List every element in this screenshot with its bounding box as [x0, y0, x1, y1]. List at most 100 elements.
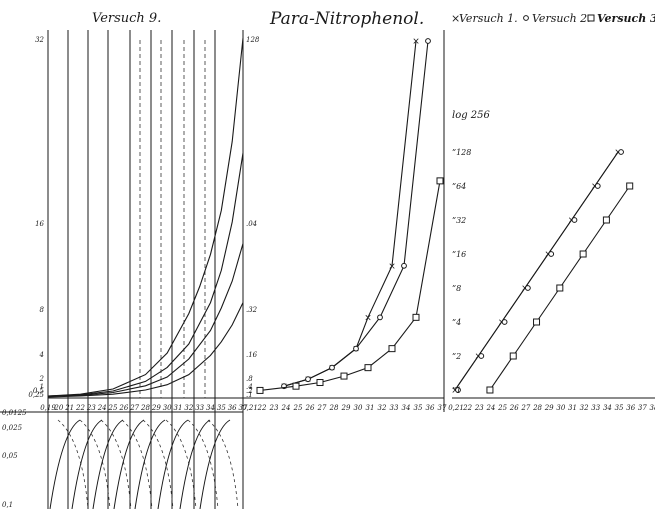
- middle-x-tick: 26: [305, 404, 315, 412]
- right-marker-square: [579, 250, 587, 258]
- right-y-tick: ”4: [452, 318, 461, 327]
- right-ylabel: log 256: [452, 110, 491, 121]
- left-y-tick: 16: [35, 220, 44, 228]
- middle-marker-square: [364, 364, 372, 372]
- left-x-tick: 24: [97, 404, 107, 412]
- left-y-tick: 32: [35, 36, 44, 44]
- middle-x-tick: 30: [354, 404, 363, 412]
- middle-marker-cross: ×: [364, 313, 372, 323]
- left-y-tick: 0,5: [33, 387, 45, 395]
- lower-arc-dashed: [57, 419, 89, 509]
- right-x-tick: 28: [532, 404, 542, 412]
- right-x-tick: 30: [556, 404, 565, 412]
- left-x-tick: 34: [206, 404, 215, 412]
- middle-x-tick: 31: [366, 404, 375, 412]
- lower-arc-solid: [92, 419, 124, 509]
- lower-arc-solid: [179, 419, 211, 509]
- legend-marker-square: [587, 14, 595, 22]
- lower-y-tick: 0,05: [2, 452, 18, 460]
- middle-series-1-line: [283, 40, 417, 387]
- left-y-right-tick: .4: [246, 383, 253, 391]
- left-x-tick: 26: [118, 404, 128, 412]
- right-x-tick: 22: [462, 404, 472, 412]
- legend-label-versuch-1: Versuch 1.: [459, 12, 518, 25]
- left-y-right-tick: .8: [246, 375, 253, 383]
- middle-marker-square: [292, 382, 300, 390]
- left-x-tick: 27: [129, 404, 139, 412]
- middle-marker-square: [412, 313, 420, 321]
- lower-y-tick: 0,0125: [2, 409, 27, 417]
- right-y-tick: ”16: [452, 250, 466, 259]
- legend-label-versuch-3: Versuch 3.: [597, 12, 655, 25]
- left-y-tick: 4: [39, 351, 44, 359]
- left-panel-grid: [67, 30, 216, 509]
- right-marker-cross: ×: [498, 318, 506, 328]
- right-y-tick: ”32: [452, 216, 466, 225]
- right-marker-circle: [548, 251, 555, 257]
- right-x-tick: 25: [497, 404, 507, 412]
- left-y-right-tick: .1: [246, 391, 253, 399]
- legend-label-versuch-2: Versuch 2.: [532, 12, 591, 25]
- right-marker-cross: ×: [521, 284, 529, 294]
- lower-arc-dashed: [142, 419, 174, 509]
- right-y-tick: ”1: [452, 386, 461, 395]
- right-marker-circle: [571, 217, 578, 223]
- left-y-right-tick: 128: [246, 36, 260, 44]
- middle-x-tick: 28: [329, 404, 339, 412]
- left-x-tick: 31: [174, 404, 183, 412]
- right-marker-circle: [501, 319, 508, 325]
- right-x-tick: 38: [650, 404, 655, 412]
- legend: × Versuch 1. Versuch 2. Versuch 3.: [451, 12, 655, 25]
- right-x-tick: 37: [638, 404, 647, 412]
- left-x-tick: 23: [86, 404, 96, 412]
- right-x-tick: 36: [626, 404, 635, 412]
- left-series-1-line: [47, 37, 244, 397]
- left-y-tick: 1: [40, 383, 44, 391]
- left-y-tick: 2: [39, 375, 45, 383]
- middle-marker-square: [340, 372, 348, 380]
- right-x-tick: 0,21: [448, 404, 464, 412]
- left-x-tick: 35: [217, 404, 226, 412]
- middle-marker-square: [316, 379, 324, 387]
- lower-arc-dashed: [187, 419, 219, 509]
- lower-arc-dashed: [121, 419, 153, 509]
- right-marker-square: [556, 284, 564, 292]
- right-marker-square: [486, 386, 494, 394]
- lower-y-tick: 0,025: [2, 424, 23, 432]
- left-y-tick: 8: [40, 306, 45, 314]
- right-marker-cross: ×: [451, 386, 459, 396]
- right-x-tick: 26: [509, 404, 519, 412]
- middle-series-3-line: [259, 180, 441, 391]
- middle-x-tick: 22: [257, 404, 267, 412]
- middle-x-tick: 27: [317, 404, 327, 412]
- left-panel-curves: [47, 37, 244, 398]
- right-x-tick: 34: [603, 404, 612, 412]
- middle-x-tick: 34: [402, 404, 411, 412]
- middle-marker-square: [256, 386, 264, 394]
- middle-x-tick: 29: [341, 404, 351, 412]
- right-marker-circle: [478, 353, 485, 359]
- right-marker-cross: ×: [475, 352, 483, 362]
- lower-arc-dashed: [79, 419, 111, 509]
- lower-arc-solid: [113, 419, 145, 509]
- left-x-tick: 32: [184, 404, 193, 412]
- right-y-tick: ”128: [452, 148, 471, 157]
- right-panel-lines: ××××××××: [451, 148, 634, 396]
- middle-marker-circle: [425, 38, 431, 44]
- left-y-right-tick: .16: [246, 351, 258, 359]
- middle-marker-cross: ×: [388, 262, 396, 272]
- right-x-tick: 29: [544, 404, 554, 412]
- lower-arc-solid: [157, 419, 189, 509]
- lower-panel-curves: [49, 419, 239, 509]
- left-x-tick: 22: [75, 404, 85, 412]
- left-y-right-tick: .04: [246, 220, 257, 228]
- right-y-tick: ”64: [452, 182, 466, 191]
- left-x-tick: 0,19: [40, 404, 56, 412]
- right-marker-circle: [594, 183, 601, 189]
- right-x-tick: 35: [615, 404, 624, 412]
- middle-marker-circle: [353, 345, 359, 352]
- right-series-2-line: [454, 151, 619, 391]
- middle-x-tick: 36: [426, 404, 435, 412]
